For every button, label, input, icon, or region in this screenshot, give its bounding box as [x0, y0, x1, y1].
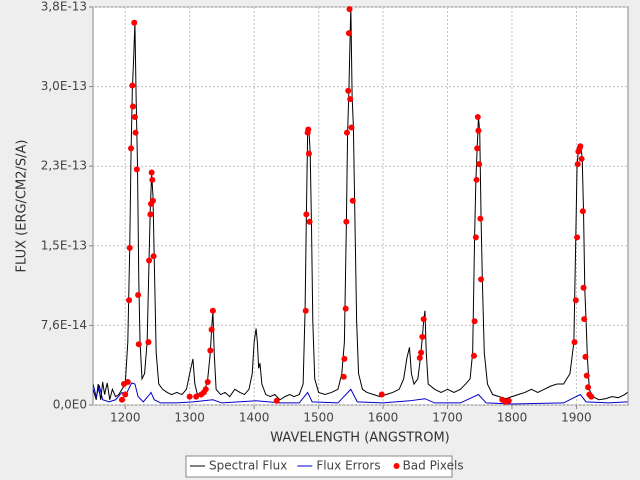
- bad-pixel: [418, 349, 425, 356]
- y-tick-label: 1,5E-13: [41, 238, 87, 252]
- bad-pixel: [124, 378, 131, 385]
- bad-pixel: [581, 316, 588, 323]
- bad-pixel: [146, 257, 153, 264]
- bad-pixel: [343, 129, 350, 136]
- bad-pixel: [147, 211, 154, 218]
- bad-pixel: [129, 82, 136, 89]
- bad-pixel: [470, 352, 477, 359]
- bad-pixel: [475, 127, 482, 134]
- bad-pixel: [577, 143, 584, 150]
- bad-pixel: [305, 126, 312, 133]
- bad-pixel: [574, 234, 581, 241]
- x-tick-label: 1600: [368, 411, 399, 425]
- legend-label: Spectral Flux: [209, 459, 287, 473]
- bad-pixel: [583, 372, 590, 379]
- bad-pixel: [202, 386, 209, 393]
- y-tick-label: 3,0E-13: [41, 79, 87, 93]
- bad-pixel: [306, 218, 313, 225]
- bad-pixel: [302, 307, 309, 314]
- x-tick-label: 1900: [561, 411, 592, 425]
- y-tick-label: 7,6E-14: [41, 318, 87, 332]
- bad-pixel: [341, 355, 348, 362]
- bad-pixel: [476, 161, 483, 168]
- y-tick-label: 3,8E-13: [41, 0, 87, 14]
- bad-pixel: [193, 393, 200, 400]
- bad-pixel: [582, 353, 589, 360]
- bad-pixel: [588, 393, 595, 400]
- bad-pixel: [129, 103, 136, 110]
- bad-pixel: [148, 169, 155, 176]
- bad-pixel: [126, 244, 133, 251]
- legend-label: Flux Errors: [316, 459, 380, 473]
- bad-pixel: [340, 373, 347, 380]
- x-tick-label: 1500: [303, 411, 334, 425]
- bad-pixel: [149, 197, 156, 204]
- bad-pixel: [473, 176, 480, 183]
- bad-pixel: [416, 354, 423, 361]
- bad-pixel: [135, 341, 142, 348]
- bad-pixel: [474, 113, 481, 120]
- bad-pixel: [348, 124, 355, 131]
- bad-pixel: [346, 6, 353, 13]
- x-tick-label: 1200: [110, 411, 141, 425]
- bad-pixel: [119, 396, 126, 403]
- bad-pixel: [419, 333, 426, 340]
- bad-pixel: [126, 297, 133, 304]
- bad-pixel: [133, 166, 140, 173]
- bad-pixel: [273, 397, 280, 404]
- bad-pixel: [305, 150, 312, 157]
- bad-pixel: [505, 397, 512, 404]
- bad-pixel: [574, 161, 581, 168]
- bad-pixel: [186, 393, 193, 400]
- bad-pixel: [145, 339, 152, 346]
- bad-pixel: [303, 211, 310, 218]
- bad-pixel: [131, 19, 138, 26]
- bad-pixel: [131, 113, 138, 120]
- bad-pixel: [132, 129, 139, 136]
- bad-pixel: [471, 318, 478, 325]
- y-axis-title: FLUX (ERG/CM2/S/A): [15, 140, 30, 273]
- y-tick-label: 0,0E0: [53, 398, 87, 412]
- bad-pixel: [345, 30, 352, 37]
- bad-pixel: [345, 87, 352, 94]
- bad-pixel: [150, 253, 157, 260]
- bad-pixel: [572, 297, 579, 304]
- bad-pixel: [342, 305, 349, 312]
- bad-pixel: [578, 155, 585, 162]
- x-axis-title: WAVELENGTH (ANGSTROM): [270, 431, 449, 446]
- bad-pixel: [207, 347, 214, 354]
- bad-pixel: [122, 391, 129, 398]
- bad-pixel: [378, 391, 385, 398]
- x-tick-label: 1400: [239, 411, 270, 425]
- legend: [185, 455, 453, 478]
- bad-pixel: [474, 145, 481, 152]
- x-tick-label: 1700: [432, 411, 463, 425]
- bad-pixel: [149, 176, 156, 183]
- bad-pixel: [478, 276, 485, 283]
- bad-pixel: [571, 339, 578, 346]
- bad-pixel: [477, 215, 484, 222]
- bad-pixel: [208, 326, 215, 333]
- bad-pixel: [135, 292, 142, 299]
- y-tick-label: 2,3E-13: [41, 159, 87, 173]
- bad-pixel: [472, 234, 479, 241]
- bad-pixel: [209, 307, 216, 314]
- line-series: [93, 7, 628, 401]
- legend-label: Bad Pixels: [403, 459, 464, 473]
- bad-pixel: [580, 284, 587, 291]
- bad-pixel: [128, 145, 135, 152]
- legend-marker: [393, 463, 400, 469]
- bad-pixel: [349, 197, 356, 204]
- bad-pixel: [347, 96, 354, 103]
- bad-pixel: [585, 384, 592, 391]
- bad-pixel: [579, 208, 586, 215]
- bad-pixel: [343, 218, 350, 225]
- plot-area: [92, 6, 629, 406]
- x-tick-label: 1300: [174, 411, 205, 425]
- x-tick-label: 1800: [497, 411, 528, 425]
- bad-pixel: [420, 316, 427, 323]
- bad-pixel: [204, 378, 211, 385]
